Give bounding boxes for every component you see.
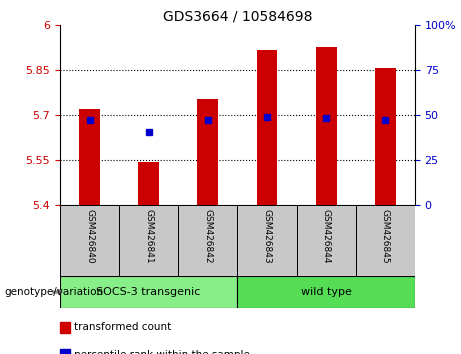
Bar — [316, 47, 337, 205]
Bar — [237, 205, 296, 276]
Text: GSM426844: GSM426844 — [322, 209, 331, 263]
Text: percentile rank within the sample: percentile rank within the sample — [74, 350, 249, 354]
Bar — [119, 205, 178, 276]
Bar — [60, 276, 237, 308]
Bar — [178, 205, 237, 276]
Bar — [197, 98, 218, 205]
Text: SOCS-3 transgenic: SOCS-3 transgenic — [96, 287, 201, 297]
Text: wild type: wild type — [301, 287, 352, 297]
Bar — [79, 109, 100, 205]
Text: genotype/variation: genotype/variation — [5, 287, 104, 297]
Bar — [257, 50, 278, 205]
Text: GSM426841: GSM426841 — [144, 209, 153, 263]
Text: GSM426840: GSM426840 — [85, 209, 94, 263]
Bar — [138, 162, 159, 205]
Bar — [375, 68, 396, 205]
Bar — [60, 349, 70, 354]
Bar — [296, 205, 356, 276]
Text: transformed count: transformed count — [74, 322, 171, 332]
Bar — [60, 205, 119, 276]
Text: GSM426843: GSM426843 — [262, 209, 272, 263]
Bar — [60, 321, 70, 333]
Bar — [356, 205, 415, 276]
Bar — [237, 276, 415, 308]
Text: GSM426842: GSM426842 — [203, 209, 213, 263]
Title: GDS3664 / 10584698: GDS3664 / 10584698 — [163, 10, 312, 24]
Text: GSM426845: GSM426845 — [381, 209, 390, 263]
